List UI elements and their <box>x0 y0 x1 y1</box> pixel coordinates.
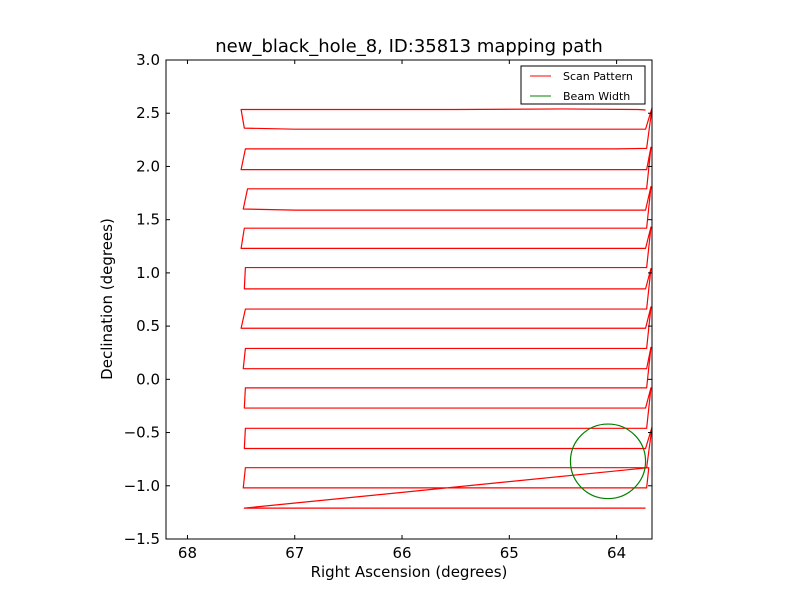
x-tick-label: 67 <box>285 544 304 562</box>
chart-title: new_black_hole_8, ID:35813 mapping path <box>215 36 602 57</box>
legend-beam-width-label: Beam Width <box>563 90 630 103</box>
y-tick-label: 1.5 <box>136 211 160 229</box>
legend-box <box>520 65 646 105</box>
axes-frame <box>165 59 653 540</box>
y-tick-label: 2.0 <box>136 157 160 175</box>
y-axis-label: Declination (degrees) <box>98 218 116 380</box>
y-tick-label: 0.0 <box>136 370 160 388</box>
legend: Scan Pattern Beam Width <box>520 65 646 105</box>
x-tick-label: 66 <box>392 544 411 562</box>
beam-width-circle <box>569 423 647 500</box>
y-tick-label: 3.0 <box>136 51 160 69</box>
legend-scan-pattern-label: Scan Pattern <box>563 70 633 83</box>
scan-pattern-line <box>240 107 653 509</box>
x-tick-label: 65 <box>500 544 519 562</box>
y-tick-label: −1.5 <box>124 530 160 548</box>
y-tick-label: 2.5 <box>136 104 160 122</box>
data-layer <box>240 107 653 509</box>
x-tick-label: 68 <box>178 544 197 562</box>
y-tick-label: 1.0 <box>136 264 160 282</box>
x-axis-label: Right Ascension (degrees) <box>311 563 508 581</box>
y-tick-label: −0.5 <box>124 424 160 442</box>
plot-area <box>165 59 653 540</box>
x-tick-label: 64 <box>607 544 626 562</box>
ticks-layer: 68 67 66 65 64 −1.5 −1.0 −0.5 0.0 0.5 1.0 1.5 2.0 2.5… <box>124 51 652 562</box>
y-tick-label: 0.5 <box>136 317 160 335</box>
y-tick-label: −1.0 <box>124 477 160 495</box>
